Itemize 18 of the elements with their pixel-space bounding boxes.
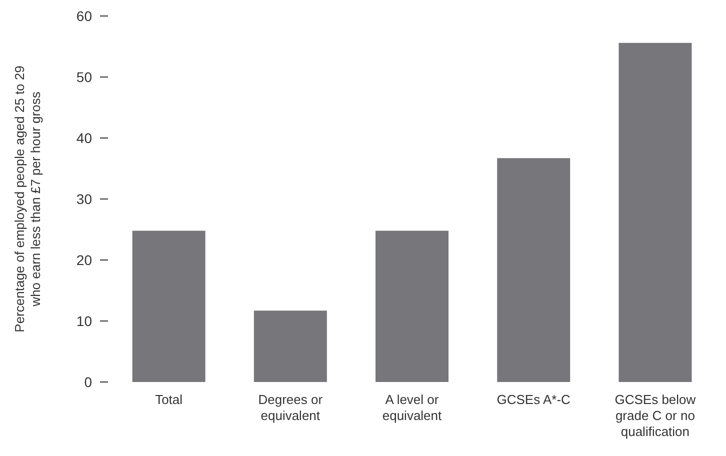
y-tick-label: 10 <box>76 312 92 329</box>
bar <box>376 230 449 382</box>
y-tick-label: 30 <box>76 190 92 207</box>
y-tick-label: 0 <box>84 374 92 390</box>
y-tick-label: 40 <box>76 130 92 146</box>
x-tick-label: GCSEs A*-C <box>496 392 570 407</box>
bar <box>132 230 206 382</box>
x-tick-label: A level or equivalent <box>382 392 442 423</box>
y-tick-label: 20 <box>76 252 92 268</box>
x-tick-label: Degrees or equivalent <box>258 392 324 423</box>
bar <box>254 310 327 382</box>
y-tick-label: 50 <box>76 68 92 85</box>
x-tick-label: Total <box>155 392 183 407</box>
x-tick-label: GCSEs below grade C or no qualification <box>614 392 696 439</box>
y-tick-label: 60 <box>76 8 92 24</box>
y-axis-title: Percentage of employed people aged 25 to 29 who earn less than £7 per hour gross <box>12 66 43 332</box>
bar <box>618 42 692 382</box>
bar <box>497 158 570 382</box>
